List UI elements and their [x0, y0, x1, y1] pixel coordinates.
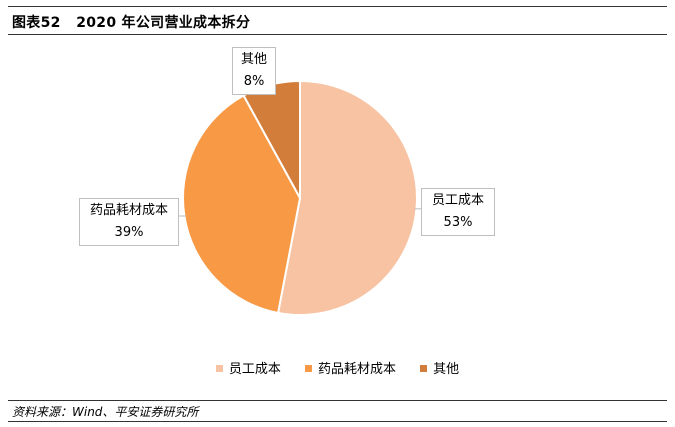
chart-title: 2020 年公司营业成本拆分 — [76, 15, 251, 31]
data-label-other-name: 其他 — [240, 52, 267, 67]
legend-item-staff-cost: 员工成本 — [215, 358, 281, 377]
data-label-drug-consumables-value: 39% — [114, 225, 144, 240]
legend-label-drug-consumables: 药品耗材成本 — [317, 362, 396, 377]
title-rule — [8, 34, 667, 35]
data-label-other: 其他 8% — [232, 47, 276, 95]
source-note: 资料来源：Wind、平安证券研究所 — [12, 405, 199, 419]
final-rule — [8, 421, 667, 422]
legend-label-staff-cost: 员工成本 — [228, 362, 281, 377]
chart-legend: 员工成本 药品耗材成本 其他 — [0, 358, 675, 377]
data-label-staff-cost: 员工成本 53% — [421, 188, 495, 236]
legend-item-drug-consumables: 药品耗材成本 — [304, 358, 396, 377]
data-label-staff-cost-value: 53% — [443, 215, 473, 230]
pie-slices — [181, 80, 418, 316]
legend-swatch-drug-consumables — [304, 365, 312, 372]
legend-swatch-staff-cost — [215, 365, 223, 372]
legend-label-other: 其他 — [433, 362, 460, 377]
legend-item-other: 其他 — [420, 358, 459, 377]
data-label-drug-consumables-name: 药品耗材成本 — [89, 203, 168, 218]
bottom-rule — [8, 400, 667, 401]
data-label-staff-cost-name: 员工成本 — [431, 193, 484, 208]
figure-title: 图表52 2020 年公司营业成本拆分 — [12, 12, 250, 32]
data-label-drug-consumables: 药品耗材成本 39% — [79, 198, 179, 246]
figure-label: 图表52 — [12, 15, 61, 31]
data-label-other-value: 8% — [243, 74, 265, 89]
legend-swatch-other — [420, 365, 428, 372]
callout-leaders — [179, 208, 421, 217]
top-rule — [8, 6, 667, 7]
